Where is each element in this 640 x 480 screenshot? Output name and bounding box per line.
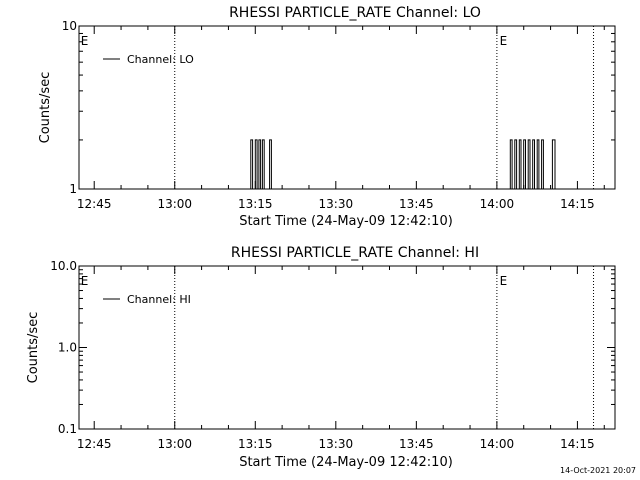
x-tick-label: 13:45 bbox=[399, 197, 434, 211]
x-tick-label: 14:00 bbox=[480, 437, 515, 451]
legend-entry: Channel: HI bbox=[127, 293, 191, 306]
x-tick-label: 13:15 bbox=[238, 437, 273, 451]
y-tick-label: 1.0 bbox=[58, 341, 77, 355]
y-tick-label: 10.0 bbox=[50, 259, 77, 273]
footer-timestamp: 14-Oct-2021 20:07 bbox=[560, 466, 636, 475]
event-annotation: E bbox=[81, 274, 89, 288]
x-tick-label: 14:15 bbox=[560, 437, 595, 451]
x-tick-label: 14:00 bbox=[480, 197, 515, 211]
x-tick-label: 13:30 bbox=[319, 197, 354, 211]
event-annotation: E bbox=[500, 274, 508, 288]
x-tick-label: 13:00 bbox=[157, 437, 192, 451]
y-tick-label: 10 bbox=[62, 19, 77, 33]
x-tick-label: 13:45 bbox=[399, 437, 434, 451]
y-axis-label: Counts/sec bbox=[26, 312, 41, 384]
plot-frame bbox=[78, 265, 616, 430]
event-annotation: E bbox=[500, 34, 508, 48]
x-tick-label: 14:15 bbox=[560, 197, 595, 211]
x-axis-label: Start Time (24-May-09 12:42:10) bbox=[239, 455, 453, 470]
x-tick-label: 12:45 bbox=[77, 197, 112, 211]
x-tick-label: 13:15 bbox=[238, 197, 273, 211]
y-tick-label: 0.1 bbox=[58, 422, 77, 436]
x-axis-label: Start Time (24-May-09 12:42:10) bbox=[239, 214, 453, 229]
series-line bbox=[250, 139, 556, 190]
chart-title: RHESSI PARTICLE_RATE Channel: LO bbox=[229, 5, 481, 21]
x-tick-label: 13:00 bbox=[157, 197, 192, 211]
x-tick-label: 13:30 bbox=[319, 437, 354, 451]
y-axis-label: Counts/sec bbox=[38, 72, 53, 144]
y-tick-label: 1 bbox=[69, 182, 77, 196]
legend-entry: Channel: LO bbox=[127, 53, 194, 66]
chart-title: RHESSI PARTICLE_RATE Channel: HI bbox=[231, 245, 479, 261]
event-annotation: E bbox=[81, 34, 89, 48]
x-tick-label: 12:45 bbox=[77, 437, 112, 451]
